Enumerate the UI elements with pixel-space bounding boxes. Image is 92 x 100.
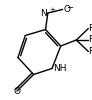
Text: O: O (14, 86, 21, 96)
Text: F: F (88, 36, 92, 44)
Text: N: N (40, 8, 47, 18)
Text: NH: NH (53, 64, 66, 73)
Text: −: − (66, 3, 73, 12)
Text: F: F (88, 47, 92, 56)
Text: +: + (49, 7, 55, 13)
Text: F: F (88, 24, 92, 33)
Text: O: O (63, 5, 70, 14)
